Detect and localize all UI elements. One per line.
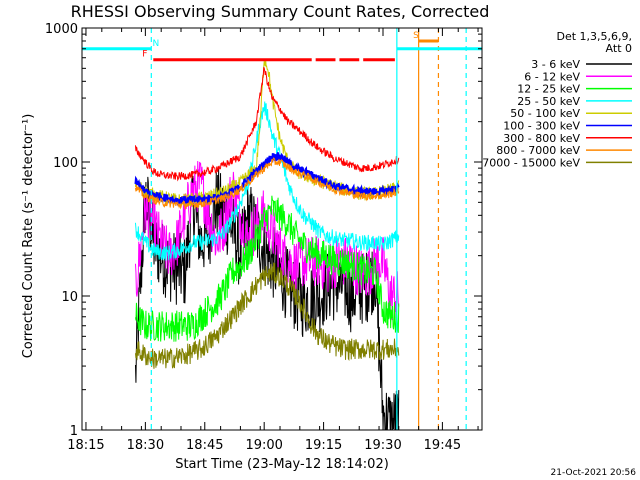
flag-label-n: N [152, 39, 159, 49]
series-line-7 [134, 66, 400, 182]
x-tick-label: 18:30 [127, 438, 164, 453]
x-tick-label: 19:30 [364, 438, 401, 453]
x-axis-label: Start Time (23-May-12 18:14:02) [175, 457, 389, 472]
x-tick-label: 19:15 [305, 438, 342, 453]
legend-label-1: 3 - 6 keV [531, 58, 580, 71]
legend-label-6: 100 - 300 keV [503, 120, 580, 133]
axes: 1 10 100 1000 18:15 18:30 18:45 19:00 19:15 19:30… [45, 22, 483, 453]
y-tick-label: 10 [61, 290, 78, 305]
legend-label-9: 7000 - 15000 keV [482, 156, 580, 169]
plot-area: NF S [82, 28, 482, 431]
legend-label-7: 300 - 800 keV [503, 132, 580, 145]
x-tick-label: 18:45 [186, 438, 223, 453]
legend-label-8: 800 - 7000 keV [496, 144, 580, 157]
chart-title: RHESSI Observing Summary Count Rates, Co… [71, 2, 490, 21]
series-line-9 [134, 262, 400, 369]
flag-label-s: S [413, 31, 419, 41]
legend-label-4: 25 - 50 keV [517, 95, 580, 108]
x-tick-label: 18:15 [67, 438, 104, 453]
legend-label-5: 50 - 100 keV [510, 107, 580, 120]
footer-date: 21-Oct-2021 20:56 [551, 468, 637, 478]
series-line-2 [134, 161, 400, 321]
legend-header-line-1: Det 1,3,5,6,9, [556, 30, 632, 43]
y-tick-label: 1000 [45, 22, 78, 37]
legend-label-3: 12 - 25 keV [517, 83, 580, 96]
y-tick-label: 100 [53, 156, 78, 171]
series-line-6 [134, 152, 400, 206]
y-axis-label: Corrected Count Rate (s⁻¹ detector⁻¹) [21, 114, 36, 359]
legend-label-2: 6 - 12 keV [524, 70, 580, 83]
plot-frame [81, 27, 483, 431]
series-line-8 [134, 157, 400, 210]
series-line-1 [134, 169, 400, 431]
y-tick-label: 1 [70, 424, 78, 439]
x-tick-label: 19:00 [245, 438, 282, 453]
flag-label-f: F [142, 50, 147, 60]
x-tick-label: 19:45 [424, 438, 461, 453]
series-line-4 [134, 101, 400, 261]
series-line-3 [134, 195, 400, 342]
legend-header-line-2: Att 0 [606, 42, 632, 55]
